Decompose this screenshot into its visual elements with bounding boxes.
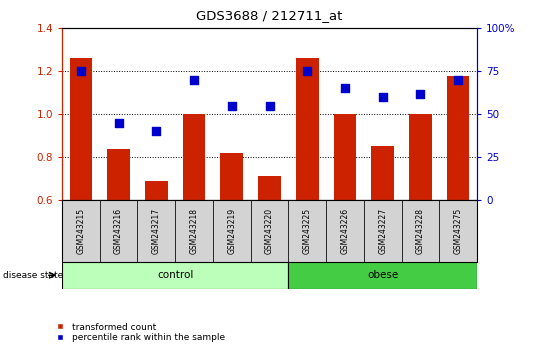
Point	[454, 77, 462, 83]
Bar	[296, 58, 319, 200]
Point	[152, 129, 161, 134]
Point	[341, 86, 349, 91]
Point	[77, 68, 85, 74]
Bar	[334, 114, 356, 200]
Bar	[107, 149, 130, 200]
Bar	[439, 200, 477, 262]
Bar	[447, 75, 469, 200]
Text: GSM243225: GSM243225	[303, 208, 312, 254]
Point	[378, 94, 387, 100]
Bar	[288, 262, 477, 289]
Bar	[70, 58, 92, 200]
Bar	[364, 200, 402, 262]
Text: GSM243215: GSM243215	[77, 208, 85, 254]
Bar	[402, 200, 439, 262]
Point	[265, 103, 274, 108]
Text: GSM243228: GSM243228	[416, 208, 425, 254]
Point	[227, 103, 236, 108]
Bar	[371, 146, 394, 200]
Text: disease state: disease state	[3, 271, 63, 280]
Point	[416, 91, 425, 96]
Text: GDS3688 / 212711_at: GDS3688 / 212711_at	[196, 9, 343, 22]
Bar	[251, 200, 288, 262]
Bar	[137, 200, 175, 262]
Bar	[145, 181, 168, 200]
Text: GSM243217: GSM243217	[152, 208, 161, 254]
Text: obese: obese	[367, 270, 398, 280]
Text: GSM243220: GSM243220	[265, 208, 274, 254]
Text: GSM243216: GSM243216	[114, 208, 123, 254]
Bar	[258, 176, 281, 200]
Bar	[62, 200, 100, 262]
Bar	[409, 114, 432, 200]
Bar	[326, 200, 364, 262]
Text: GSM243275: GSM243275	[454, 208, 462, 254]
Bar	[62, 262, 288, 289]
Text: GSM243226: GSM243226	[341, 208, 349, 254]
Text: GSM243227: GSM243227	[378, 208, 387, 254]
Text: GSM243218: GSM243218	[190, 208, 198, 254]
Bar	[213, 200, 251, 262]
Bar	[220, 153, 243, 200]
Text: control: control	[157, 270, 194, 280]
Point	[190, 77, 198, 83]
Bar	[175, 200, 213, 262]
Bar	[288, 200, 326, 262]
Point	[303, 68, 312, 74]
Bar	[100, 200, 137, 262]
Text: GSM243219: GSM243219	[227, 208, 236, 254]
Legend: transformed count, percentile rank within the sample: transformed count, percentile rank withi…	[47, 319, 229, 346]
Bar	[183, 114, 205, 200]
Point	[114, 120, 123, 126]
